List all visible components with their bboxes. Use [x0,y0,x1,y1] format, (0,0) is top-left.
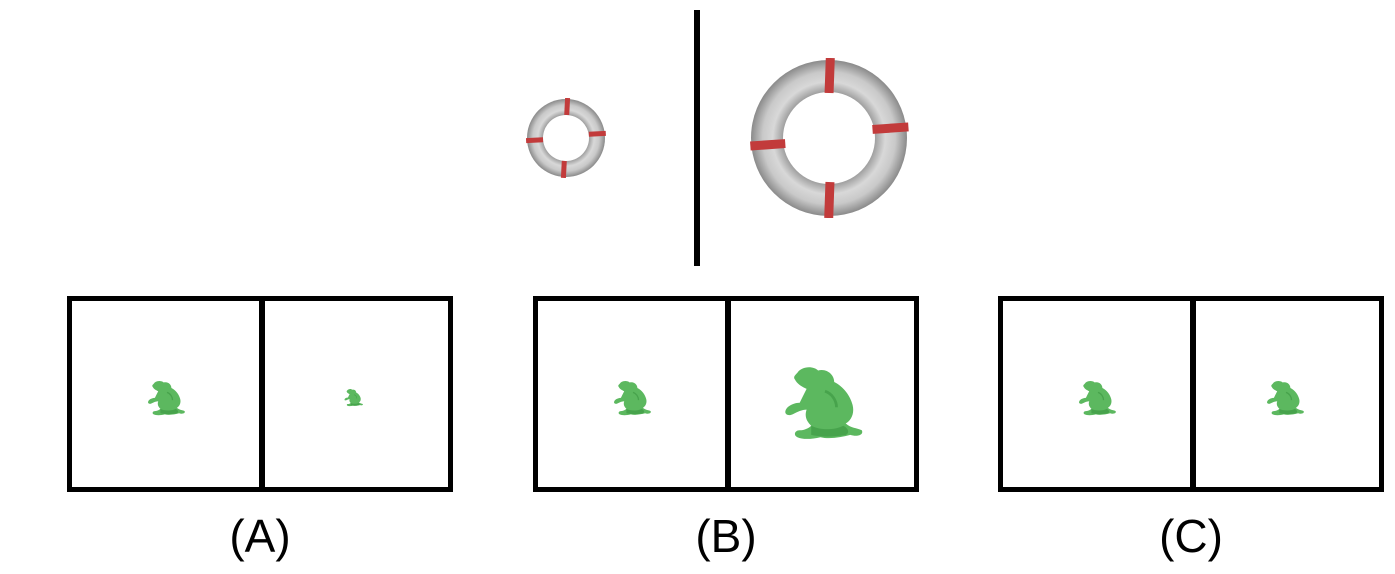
option-a-label: (A) [229,510,291,562]
frog-icon [783,365,864,441]
option-a-panel[interactable] [67,296,453,492]
option-c-divider [1190,301,1196,487]
option-b-label: (B) [695,510,757,562]
reference-pair [0,0,1395,270]
frog-icon [344,388,364,407]
option-b-divider [725,301,731,487]
option-a-divider [259,301,265,487]
option-c-left-cell [1003,301,1190,487]
option-c-panel[interactable] [998,296,1384,492]
option-a-left-cell [72,301,259,487]
option-c-right-cell [1196,301,1383,487]
option-b-panel[interactable] [533,296,919,492]
option-b-right-cell [731,301,918,487]
frog-icon [147,380,186,416]
small-torus-icon [526,98,606,178]
option-c-label: (C) [1159,510,1223,562]
reference-divider [694,10,700,266]
frog-icon [1078,380,1117,416]
option-a-right-cell [265,301,452,487]
large-torus-icon [750,58,909,218]
option-b-left-cell [538,301,725,487]
frog-icon [1266,380,1305,416]
frog-icon [613,380,652,416]
